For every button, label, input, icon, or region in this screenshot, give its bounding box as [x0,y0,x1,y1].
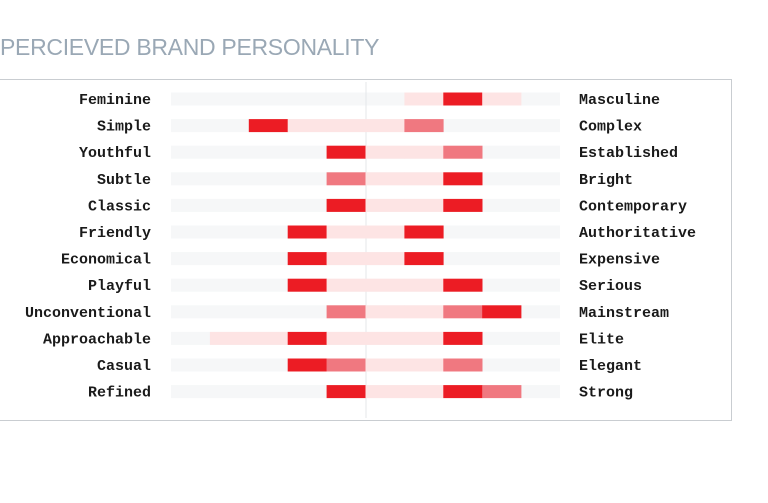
bar-segment [365,385,405,399]
bar-segment [326,358,366,372]
bar-segment [326,172,366,186]
right-trait-label: Complex [579,119,642,136]
bar-segment [365,252,405,266]
bar-segment [326,145,366,159]
bar-segment [365,198,405,212]
bar-segment [482,305,522,319]
bar-segment [404,172,444,186]
bar-segment [482,92,522,106]
bar-segment [443,331,483,345]
bar-segment [326,331,366,345]
bar-segment [443,145,483,159]
bar-segment [365,225,405,239]
bar-segment [209,331,250,345]
left-trait-label: Friendly [79,225,151,242]
bar-segment [287,331,327,345]
left-trait-label: Youthful [79,145,151,162]
bar-segment [326,385,366,399]
bar-segment [287,225,327,239]
left-trait-label: Classic [88,198,151,215]
bar-segment [365,172,405,186]
bar-segment [443,278,483,292]
right-trait-label: Elite [579,331,624,348]
bar-segment [482,385,522,399]
bar-segment [404,278,444,292]
bar-segment [404,331,444,345]
bar-segment [287,358,327,372]
right-trait-label: Elegant [579,358,642,375]
bar-segment [443,358,483,372]
bar-segment [443,305,483,319]
left-trait-label: Economical [61,252,151,269]
right-trait-label: Mainstream [579,305,669,322]
bar-segment [404,252,444,266]
right-trait-label: Contemporary [579,198,687,215]
right-trait-label: Expensive [579,252,660,269]
bar-segment [287,119,327,133]
bar-segment [326,305,366,319]
bar-segment [404,119,444,133]
right-trait-label: Serious [579,278,642,295]
right-trait-label: Masculine [579,92,660,109]
bar-segment [248,119,288,133]
bar-segment [404,385,444,399]
left-trait-label: Simple [97,119,151,136]
left-trait-label: Playful [88,278,151,295]
bar-segment [404,358,444,372]
bar-segment [248,331,288,345]
bar-segment [326,278,366,292]
bar-segment [326,252,366,266]
bar-segment [365,278,405,292]
bar-segment [365,331,405,345]
left-trait-label: Refined [88,385,151,402]
bar-segment [365,358,405,372]
left-trait-label: Approachable [43,331,151,348]
bar-segment [326,119,366,133]
bar-segment [443,92,483,106]
right-trait-label: Bright [579,172,633,189]
bar-segment [326,225,366,239]
bar-segment [404,145,444,159]
bar-segment [287,252,327,266]
left-trait-label: Casual [97,358,151,375]
bar-segment [365,119,405,133]
left-trait-label: Unconventional [25,305,151,322]
right-trait-label: Strong [579,385,633,402]
page-title: PERCIEVED BRAND PERSONALITY [0,34,380,60]
bar-segment [365,305,405,319]
bar-segment [404,198,444,212]
right-trait-label: Authoritative [579,225,696,242]
right-trait-label: Established [579,145,678,162]
bar-segment [365,145,405,159]
bar-segment [404,225,444,239]
bar-segment [443,172,483,186]
bar-segment [326,198,366,212]
left-trait-label: Subtle [97,172,151,189]
bar-segment [404,305,444,319]
bar-segment [287,278,327,292]
left-trait-label: Feminine [79,92,151,109]
bar-segment [404,92,444,106]
bar-segment [443,198,483,212]
bar-segment [443,385,483,399]
